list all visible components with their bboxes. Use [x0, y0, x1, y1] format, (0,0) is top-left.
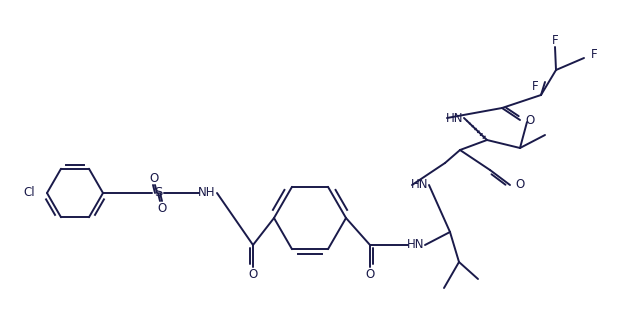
Text: Cl: Cl [23, 187, 35, 199]
Text: O: O [365, 269, 374, 281]
Text: O: O [515, 178, 524, 192]
Text: S: S [154, 187, 162, 199]
Text: NH: NH [198, 187, 216, 199]
Text: HN: HN [446, 112, 463, 125]
Text: HN: HN [407, 238, 425, 252]
Text: O: O [248, 269, 258, 281]
Text: O: O [158, 201, 167, 215]
Text: HN: HN [412, 178, 429, 192]
Text: F: F [531, 80, 538, 93]
Text: O: O [526, 113, 535, 127]
Text: F: F [591, 49, 597, 62]
Text: O: O [149, 172, 158, 184]
Text: F: F [552, 33, 558, 47]
